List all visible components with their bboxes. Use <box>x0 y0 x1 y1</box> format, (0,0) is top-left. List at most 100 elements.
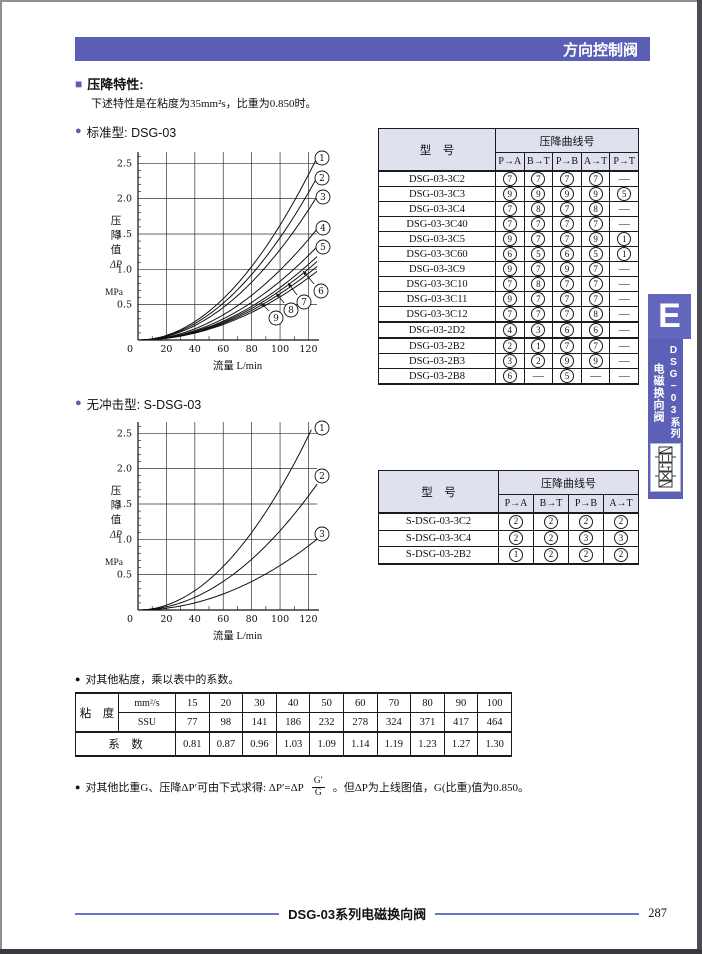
curve-cell: — <box>609 201 639 217</box>
table-row: DSG-03-3C5 9 7 7 9 1 <box>378 231 639 247</box>
square-bullet-icon: ■ <box>75 76 83 91</box>
svg-text:2.0: 2.0 <box>117 194 132 205</box>
ssu-value: 278 <box>342 712 378 733</box>
standard-curve-table: 型 号压降曲线号 P→A B→T P→B A→T P→T DSG-03-3C2 7 7 7 7— DS… <box>378 128 639 385</box>
standard-chart-label: ● 标准型: DSG-03 <box>75 122 176 141</box>
viscosity-coefficient-table: 粘 度 mm²/s 15 20 30 40 50 60 70 80 90 100 SSU 77 98 141 1… <box>75 692 512 757</box>
table-row: DSG-03-2B2 2 1 7 7— <box>378 337 639 354</box>
svg-text:60: 60 <box>217 614 229 625</box>
no-curve-dash: — <box>618 203 630 215</box>
curve-number-badge: 7 <box>502 217 517 231</box>
specific-gravity-note: ● 对其他比重G、压降ΔP′可由下式求得: ΔP′=ΔP G′ G 。但ΔP为上… <box>75 776 529 799</box>
curve-cell: — <box>609 276 639 292</box>
viscosity-row-ssu: SSU 77 98 141 186 232 278 324 371 417 464 <box>76 712 512 733</box>
curve-cell: 2 <box>498 529 534 547</box>
curve-cell: 8 <box>523 201 554 217</box>
viscosity-value: 50 <box>309 692 344 713</box>
section-tab-letter: E <box>648 294 691 339</box>
svg-text:值: 值 <box>111 243 122 256</box>
curve-cell: 7 <box>580 261 611 277</box>
coefficient-row: 系 数 0.81 0.87 0.96 1.03 1.09 1.14 1.19 1.23 1.27 1… <box>75 731 512 757</box>
curve-number-badge: 7 <box>502 277 517 291</box>
table-row: DSG-03-2B3 3 2 9 9— <box>378 353 639 369</box>
svg-text:9: 9 <box>273 314 279 324</box>
model-name: DSG-03-3C40 <box>378 216 496 232</box>
y-axis-title: 压降值 ΔP MPa <box>105 485 124 568</box>
curve-cell: 9 <box>552 186 582 202</box>
curve-cell: — <box>609 216 639 232</box>
svg-text:2: 2 <box>319 174 325 184</box>
curve-number-circle <box>314 420 330 436</box>
curve-cell: 6 <box>495 246 525 262</box>
curve-number-badge: 9 <box>531 187 546 201</box>
curve-number-circle <box>315 189 331 205</box>
curve-cell: — <box>609 170 639 187</box>
curve-cell: 9 <box>552 353 582 369</box>
model-name: DSG-03-3C10 <box>378 276 496 292</box>
flow-path-header: P→T <box>609 152 639 172</box>
model-name: S-DSG-03-3C2 <box>378 512 499 531</box>
curve-cell: 2 <box>495 337 525 354</box>
curve-number-badge: 7 <box>531 232 546 246</box>
svg-text:60: 60 <box>217 344 229 355</box>
table-subheader-row: P→A B→T P→B A→T P→T <box>379 152 639 172</box>
curve-number-badge: 7 <box>588 172 603 186</box>
curve-cell: 7 <box>580 337 611 354</box>
curve-number-badge: 2 <box>509 514 523 529</box>
curve-cell: 6 <box>495 368 525 385</box>
curve-cell: 7 <box>495 306 525 323</box>
curve-number-badge: 9 <box>559 187 574 201</box>
curve-number-badge: 7 <box>531 217 546 231</box>
curve-number-circle <box>314 170 330 186</box>
curve-number-badge: 8 <box>531 277 546 291</box>
curve-cell: 2 <box>603 512 639 531</box>
svg-text:压: 压 <box>111 215 122 227</box>
no-curve-dash: — <box>618 308 630 320</box>
curves <box>138 157 318 341</box>
curve-cell: 1 <box>609 231 639 247</box>
curve-number-badge: 9 <box>588 187 603 201</box>
curve-cell: 8 <box>523 276 554 292</box>
curve-cell: 7 <box>495 216 525 232</box>
svg-text:8: 8 <box>288 306 294 316</box>
standard-chart-label-text: 标准型: DSG-03 <box>86 126 177 140</box>
curve-cell: — <box>523 368 554 385</box>
curve-number-badge: 5 <box>617 187 632 201</box>
shockless-curve-table: 型 号压降曲线号 P→A B→T P→B A→T S-DSG-03-3C2 2 2 2 2 S-DS… <box>378 470 639 565</box>
svg-text:80: 80 <box>246 614 258 625</box>
no-curve-dash: — <box>590 370 602 382</box>
svg-text:2.5: 2.5 <box>117 158 132 169</box>
curve-cell: 9 <box>552 261 582 277</box>
viscosity-value: 90 <box>443 692 479 713</box>
viscosity-value: 20 <box>208 692 244 713</box>
svg-text:0.5: 0.5 <box>117 570 132 581</box>
no-curve-dash: — <box>532 370 544 382</box>
svg-text:100: 100 <box>271 614 289 625</box>
ssu-value: 324 <box>376 712 412 733</box>
svg-text:1.0: 1.0 <box>117 264 132 275</box>
curve-cell: — <box>609 368 639 385</box>
valve-symbol-box <box>650 443 681 492</box>
curve-cell: 7 <box>552 291 582 307</box>
curve-number-circle <box>296 294 312 310</box>
coefficient-value: 1.30 <box>477 731 512 757</box>
curve-number-circle <box>268 310 284 326</box>
curve-cell: 3 <box>603 529 639 547</box>
footer-rule-left <box>75 912 280 915</box>
table-row: DSG-03-2D2 4 3 6 6— <box>378 321 639 339</box>
svg-text:MPa: MPa <box>105 558 124 568</box>
standard-pressure-drop-chart: 0 20 40 60 80 100 120 0.5 1.0 1.5 2.0 2.5 压降值 ΔP MPa 流量… <box>105 150 331 372</box>
curve-number-badge: 7 <box>502 172 517 186</box>
no-curve-dash: — <box>618 218 630 230</box>
curve-number-badge: 9 <box>502 187 517 201</box>
curve-number-circle <box>315 239 331 255</box>
curve-1 <box>138 429 312 611</box>
curve-number-badge: 9 <box>559 354 574 368</box>
curve-cell: 4 <box>495 321 525 339</box>
curve-cell: 6 <box>580 321 611 339</box>
page-number: 287 <box>648 906 667 920</box>
model-name: DSG-03-3C5 <box>378 231 496 247</box>
flow-path-header: A→T <box>580 152 611 172</box>
gridlines <box>138 422 317 610</box>
svg-text:1: 1 <box>319 154 325 164</box>
